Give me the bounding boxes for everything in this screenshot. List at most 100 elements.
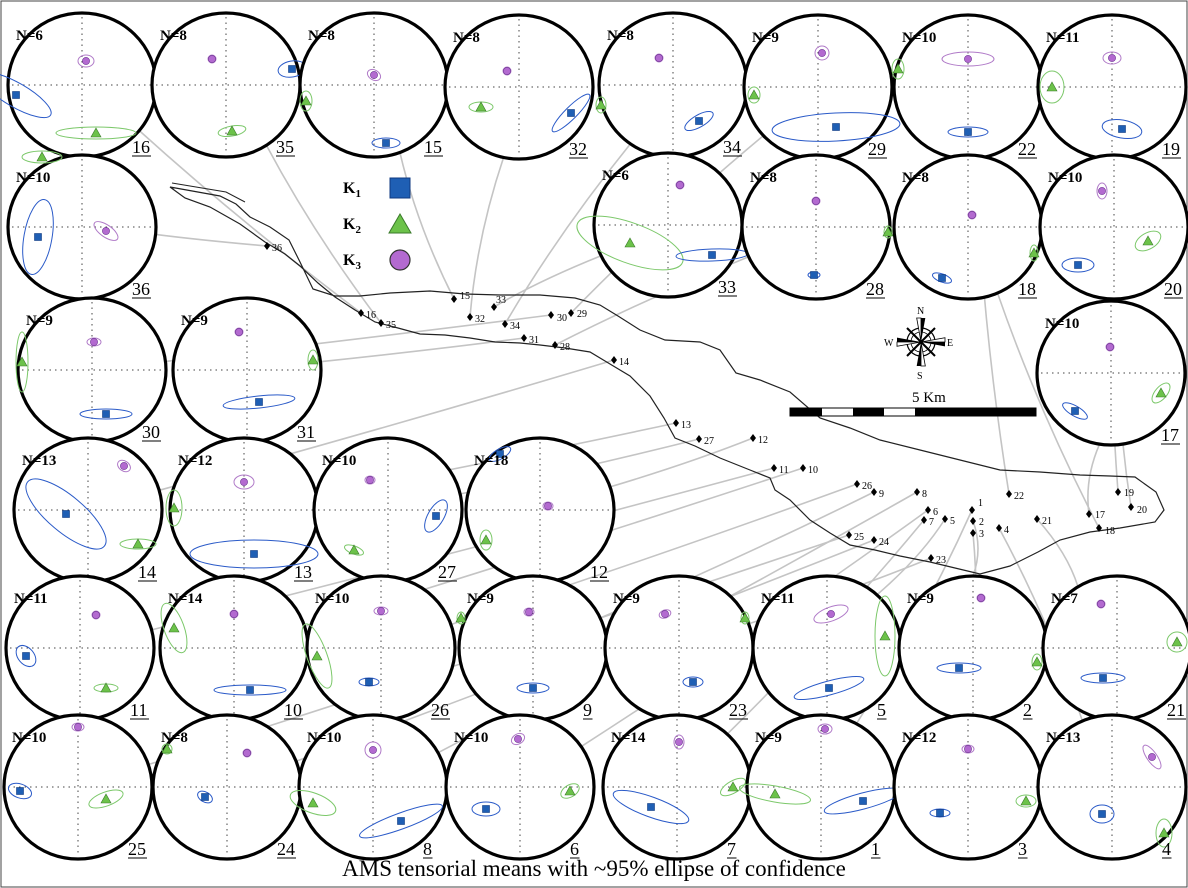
k2-triangle [226,125,238,136]
k3-circle [366,476,374,484]
site-label: 3 [979,529,984,540]
stereonet-n-label: N=10 [315,591,349,607]
stereonet-site-label: 34 [723,137,741,157]
k2-confidence-ellipse [1134,230,1162,252]
site-marker [1115,488,1121,496]
stereonet-n-label: N=9 [752,30,779,46]
k2-triangle [1020,795,1032,806]
stereonet-site-label: 3 [1018,839,1027,859]
stereonet-n-label: N=10 [902,30,936,46]
k3-confidence-ellipse [77,54,95,68]
site-label: 34 [510,321,520,332]
k1-confidence-ellipse [0,71,52,119]
k3-confidence-ellipse [658,609,672,619]
site-marker [1096,524,1102,532]
leader-line [876,518,946,596]
stereonet-n-label: N=13 [22,453,56,469]
stereonet-21: N=7 21 [1041,574,1188,722]
stereonet-n-label: N=8 [750,170,777,186]
k1-confidence-ellipse [793,675,865,701]
k2-confidence-ellipse [21,150,63,164]
k2-triangle [739,612,751,623]
k2-triangle [892,63,904,74]
stereonet-site-label: 19 [1162,139,1180,159]
k1-square [34,233,42,241]
leader-line [972,520,979,577]
k3-confidence-ellipse [941,51,995,67]
k3-circle [1098,187,1106,195]
site-marker [358,309,364,317]
k1-square [708,251,716,259]
k2-triangle [132,538,144,549]
site-label: 36 [272,243,282,254]
k1-square [1099,674,1107,682]
k2-confidence-ellipse [217,125,247,137]
stereonet-5: N=11 5 [751,574,903,722]
site-label: 21 [1042,516,1052,527]
stereonet-33: N=6 33 [576,151,749,299]
site-marker [1086,510,1092,518]
k1-square [22,652,30,660]
k3-circle [1106,343,1114,351]
stereonet-20: N=10 20 [1038,153,1188,301]
stereonet-n-label: N=9 [26,313,53,329]
compass-point [920,341,926,367]
stereonet-site-label: 16 [132,137,150,157]
stereonet-n-label: N=6 [16,28,43,44]
k1-square [1074,261,1082,269]
k2-triangle [624,237,636,248]
k1-confidence-ellipse [771,112,901,142]
k1-square [964,128,972,136]
stereonet-26: N=10 26 [301,574,457,722]
k3-confidence-ellipse [542,501,554,511]
k2-triangle [1046,81,1058,92]
k2-triangle [100,793,112,804]
k1-confidence-ellipse [682,676,704,688]
k1-square [938,274,946,282]
k3-confidence-ellipse [242,748,252,758]
site-label: 27 [704,436,714,447]
site-marker [846,531,852,539]
site-marker [502,320,508,328]
site-label: 25 [854,532,864,543]
stereonet-site-label: 12 [590,562,608,582]
k3-confidence-ellipse [373,606,389,616]
k1-confidence-ellipse [371,137,401,149]
stereonet-site-label: 35 [276,137,294,157]
k3-circle-icon [389,249,411,271]
compass-point [897,337,921,342]
site-label: 8 [922,489,927,500]
k2-triangle [1031,656,1043,667]
site-marker [914,488,920,496]
k1-confidence-ellipse [359,803,443,839]
stereonet-grid: N=616N=835N=815N=832N=834N=929N=1022N=11… [0,11,1188,861]
k1-confidence-ellipse [189,539,319,569]
k3-circle [503,67,511,75]
k2-confidence-ellipse [301,623,333,689]
scale-bar-segment [853,408,884,416]
k2-triangle [882,226,894,237]
k2-confidence-ellipse [740,611,750,625]
stereonet-31: N=9 31 [171,296,323,444]
compass-rose-icon: N S E W [884,306,953,382]
k3-confidence-ellipse [817,723,833,735]
k3-circle [90,338,98,346]
k2-triangle [727,781,739,792]
figure-caption: AMS tensorial means with ~95% ellipse of… [342,856,846,881]
compass-point [916,342,921,366]
k3-circle [977,594,985,602]
k1-square [365,678,373,686]
stereonet-site-label: 33 [718,277,736,297]
k2-confidence-ellipse [720,777,746,797]
site-label: 33 [496,295,506,306]
k1-square [567,109,575,117]
k3-confidence-ellipse [1105,342,1115,352]
site-marker [750,434,756,442]
k3-confidence-ellipse [364,475,376,485]
site-marker [969,506,975,514]
site-marker [552,341,558,349]
stereonet-15: N=8 15 [298,11,450,159]
stereonet-23: N=9 23 [603,574,755,722]
